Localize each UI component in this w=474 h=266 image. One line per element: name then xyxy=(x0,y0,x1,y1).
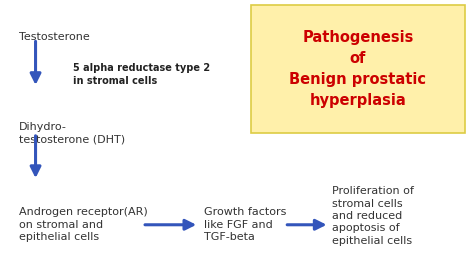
Text: Growth factors
like FGF and
TGF-beta: Growth factors like FGF and TGF-beta xyxy=(204,207,286,242)
FancyBboxPatch shape xyxy=(251,5,465,133)
Text: Androgen receptor(AR)
on stromal and
epithelial cells: Androgen receptor(AR) on stromal and epi… xyxy=(19,207,148,242)
Text: 5 alpha reductase type 2
in stromal cells: 5 alpha reductase type 2 in stromal cell… xyxy=(73,63,210,86)
Text: Proliferation of
stromal cells
and reduced
apoptosis of
epithelial cells: Proliferation of stromal cells and reduc… xyxy=(332,186,414,246)
Text: Pathogenesis
of
Benign prostatic
hyperplasia: Pathogenesis of Benign prostatic hyperpl… xyxy=(289,30,427,108)
Text: Dihydro-
testosterone (DHT): Dihydro- testosterone (DHT) xyxy=(19,122,125,145)
Text: Testosterone: Testosterone xyxy=(19,32,90,42)
